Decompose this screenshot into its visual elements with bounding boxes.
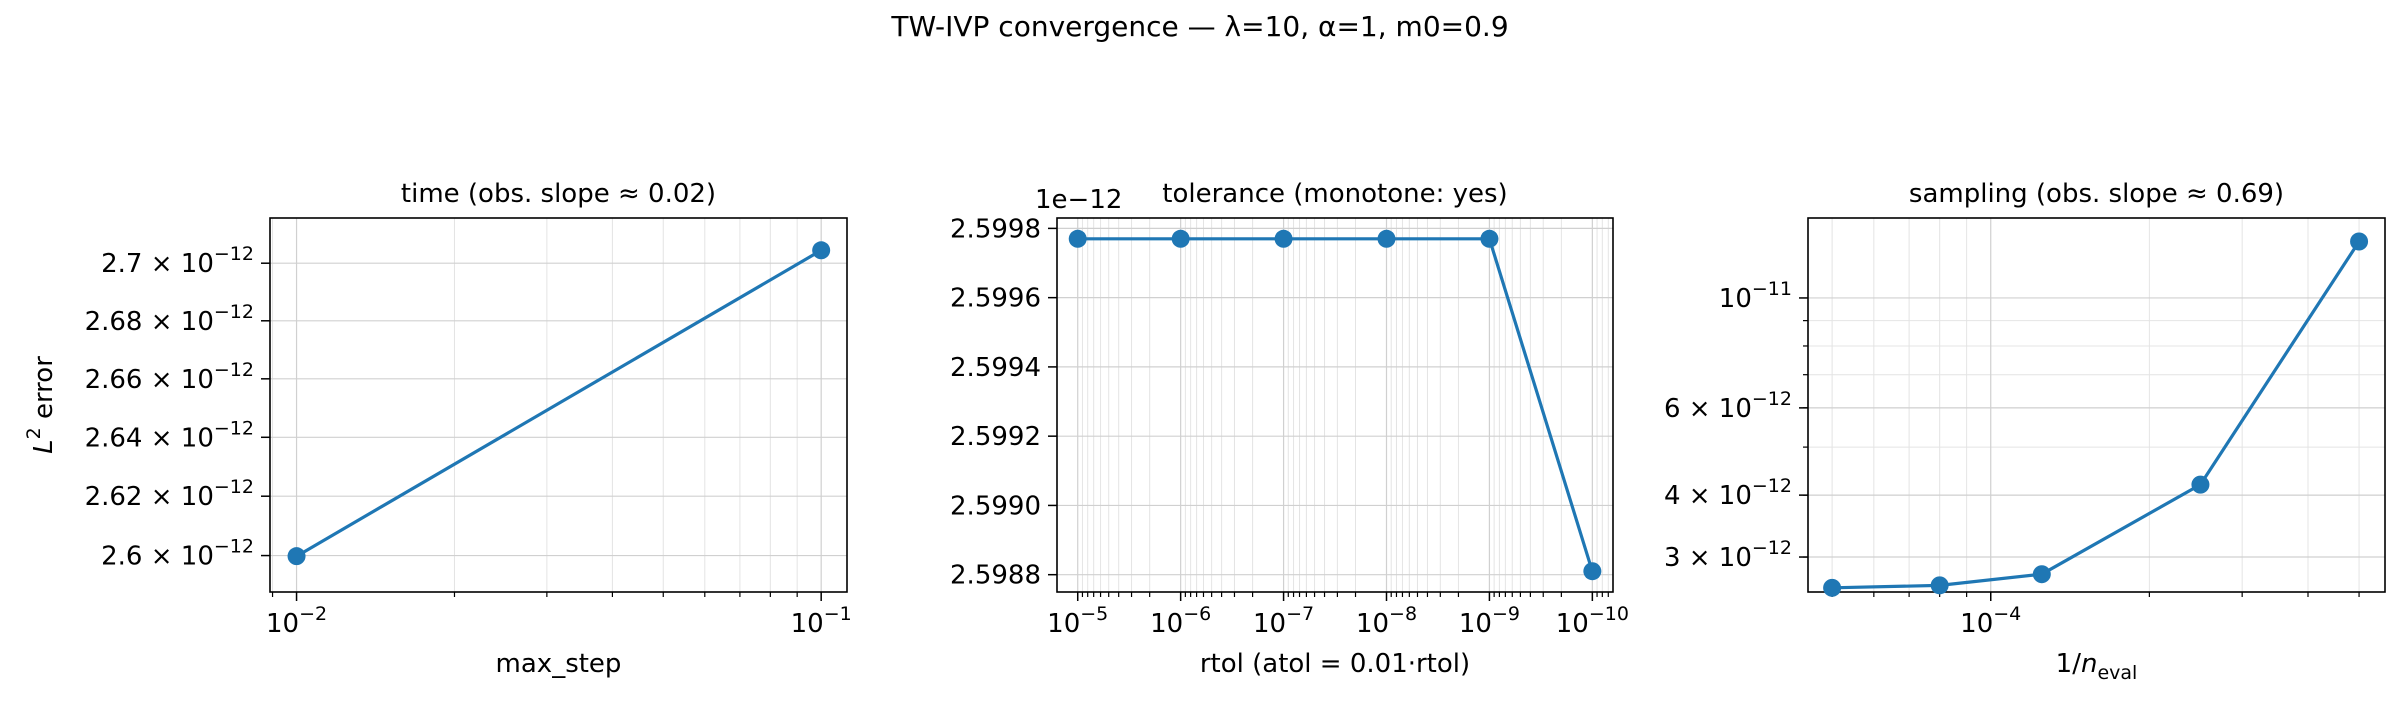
y-tick-label: 2.66 × 10−12 xyxy=(85,359,254,395)
axes-frame xyxy=(1056,217,1614,593)
series-line xyxy=(1832,240,2361,590)
panel-time: 10−2 10−1 2.6 × 10−12 2.62 × 10−12 2.64 × 10… xyxy=(23,179,852,679)
y-tick-label: 2.62 × 10−12 xyxy=(85,476,254,512)
data-point xyxy=(1823,578,1842,597)
axes-title: time (obs. slope ≈ 0.02) xyxy=(401,179,716,209)
data-point xyxy=(1171,229,1190,248)
ticks xyxy=(1799,297,2360,601)
y-tick-label: 6 × 10−12 xyxy=(1664,388,1792,424)
y-tick-label: 2.64 × 10−12 xyxy=(85,417,254,453)
x-tick-label: 10−7 xyxy=(1253,603,1314,639)
y-tick-label: 2.6 × 10−12 xyxy=(101,536,254,572)
axes-frame xyxy=(1807,217,2386,593)
x-axis-label: max_step xyxy=(496,649,622,679)
data-point xyxy=(1583,562,1602,581)
y-tick-label: 2.5994 xyxy=(950,353,1041,383)
data-point xyxy=(1274,229,1293,248)
x-tick-label: 10−6 xyxy=(1150,603,1211,639)
x-tick-label: 10−5 xyxy=(1047,603,1108,639)
ticks xyxy=(261,262,822,601)
data-point xyxy=(1930,576,1949,595)
y-tick-label: 2.7 × 10−12 xyxy=(101,243,254,279)
grid xyxy=(1808,218,2385,592)
y-tick-label: 2.5990 xyxy=(950,491,1041,521)
data-point xyxy=(1068,229,1087,248)
y-tick-label: 2.5988 xyxy=(950,561,1041,591)
y-axis-label: L2 error xyxy=(23,356,59,454)
grid xyxy=(1057,218,1613,592)
y-tick-label: 2.5996 xyxy=(950,284,1041,314)
y-tick-label: 10−11 xyxy=(1719,278,1792,314)
series-line xyxy=(1077,237,1594,572)
x-tick-label: 10−8 xyxy=(1356,603,1417,639)
data-point xyxy=(2032,565,2051,584)
data-point xyxy=(1377,229,1396,248)
y-tick-label: 4 × 10−12 xyxy=(1664,475,1792,511)
y-offset-text: 1e−12 xyxy=(1035,185,1122,215)
y-tick-label: 2.5998 xyxy=(950,214,1041,244)
grid xyxy=(270,218,847,592)
x-tick-label: 10−4 xyxy=(1960,603,2021,639)
data-point xyxy=(812,241,831,260)
series-line xyxy=(295,248,823,558)
panel-sampling: 10−4 3 × 10−12 4 × 10−12 6 × 10−12 10−11 samp… xyxy=(1664,179,2386,684)
axes-title: tolerance (monotone: yes) xyxy=(1162,179,1507,209)
panel-tolerance: 10−5 10−6 10−7 10−8 10−9 10−10 2.5988 2.5990 2.5… xyxy=(950,179,1629,679)
axes-frame xyxy=(269,217,848,593)
x-axis-label: 1/neval xyxy=(2056,649,2138,684)
figure-suptitle: TW-IVP convergence — λ=10, α=1, m0=0.9 xyxy=(890,10,1508,43)
x-tick-label: 10−2 xyxy=(266,603,327,639)
data-point xyxy=(1480,229,1499,248)
y-tick-label: 2.5992 xyxy=(950,422,1041,452)
data-point xyxy=(2191,475,2210,494)
y-tick-label: 2.68 × 10−12 xyxy=(85,301,254,337)
x-axis-label: rtol (atol = 0.01·rtol) xyxy=(1200,649,1470,679)
x-tick-label: 10−10 xyxy=(1556,603,1629,639)
data-point xyxy=(2350,232,2369,251)
axes-title: sampling (obs. slope ≈ 0.69) xyxy=(1909,179,2284,209)
x-tick-label: 10−9 xyxy=(1459,603,1520,639)
ticks xyxy=(1048,227,1609,601)
data-point xyxy=(287,547,306,566)
y-tick-label: 3 × 10−12 xyxy=(1664,537,1792,573)
x-tick-label: 10−1 xyxy=(791,603,852,639)
